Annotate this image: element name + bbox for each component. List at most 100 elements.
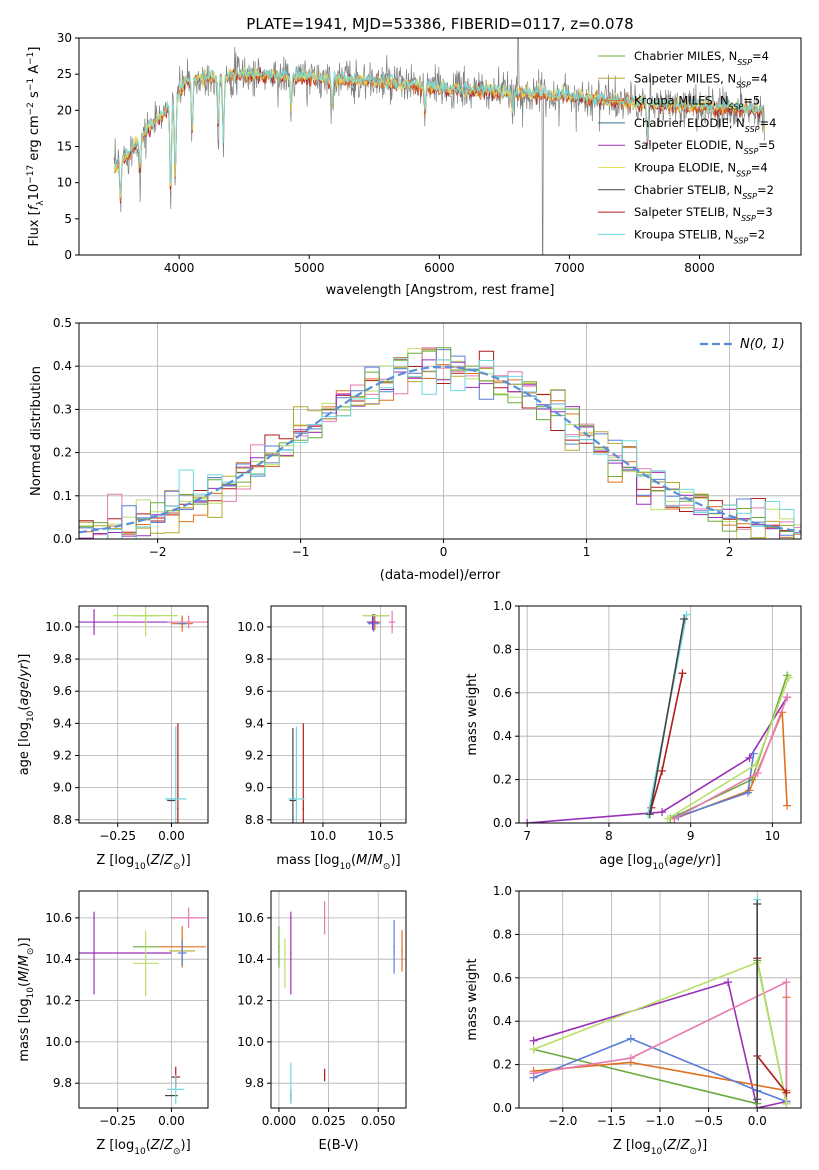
data-point (144, 614, 147, 617)
label-part: Flux [ (27, 210, 42, 246)
label-part: )] (711, 853, 721, 868)
y-tick-label: 0.0 (53, 532, 72, 546)
y-tick-label: 20 (57, 103, 72, 117)
legend-sub: SSP (729, 102, 744, 111)
label-part: −1 (26, 52, 36, 65)
y-tick-label: 10.0 (237, 620, 264, 634)
legend-sub: SSP (734, 236, 749, 245)
histogram-steps (79, 359, 801, 539)
axes-mass-vs-ebv: 0.000 0.025 0.050 9.8 10.0 10.2 10.4 10.6 E(B-V) (237, 890, 407, 1153)
legend-text: Salpeter STELIB, N (634, 205, 741, 219)
x-tick-label: 0.0 (748, 1114, 767, 1128)
label-part: Z [log (613, 1138, 651, 1153)
x-tick-label: 7000 (554, 261, 585, 275)
legend-suffix: =5 (743, 94, 760, 108)
label-part: ( (664, 853, 669, 868)
y-tick-label: 0 (64, 248, 72, 262)
x-tick-label: −2.0 (548, 1114, 577, 1128)
x-tick-label: −1.0 (645, 1114, 674, 1128)
y-tick-label: 9.8 (53, 652, 72, 666)
label-part: ( (146, 1138, 151, 1153)
weight-series (673, 696, 788, 820)
histogram-steps (79, 348, 801, 539)
x-tick-label: −2 (149, 545, 167, 559)
weight-series (527, 696, 788, 823)
label-part: Z (680, 1138, 691, 1153)
label-part: )] (181, 1138, 191, 1153)
y-tick-label: 0.2 (493, 773, 512, 787)
weight-marker (782, 978, 791, 987)
x-axis-label: Z [log10(Z/Z⊙)] (96, 1138, 190, 1157)
weight-marker (753, 769, 762, 778)
legend-sub: SSP (736, 80, 751, 89)
axes-frame (518, 605, 802, 824)
y-tick-label: 9.4 (245, 716, 264, 730)
label-part: erg cm (27, 115, 42, 164)
x-tick-label: 10 (765, 829, 780, 843)
y-tick-label: 10 (57, 176, 72, 190)
label-part: −2 (26, 102, 36, 115)
data-point (170, 799, 173, 802)
label-part: )] (181, 853, 191, 868)
y-tick-label: 0.1 (53, 489, 72, 503)
label-part: ⊙ (173, 862, 181, 872)
label-part: Z (150, 1138, 161, 1153)
data-point (177, 807, 179, 810)
x-tick-label: 0.025 (311, 1114, 345, 1128)
label-part: M (17, 955, 32, 966)
weight-marker (663, 814, 672, 823)
weight-marker (784, 673, 793, 682)
weight-marker (783, 693, 792, 702)
x-tick-label: 1 (583, 545, 591, 559)
label-part: Z [log (96, 1138, 134, 1153)
label-part: ( (17, 706, 32, 711)
y-tick-label: 10.0 (45, 1035, 72, 1049)
y-tick-label: 9.2 (53, 748, 72, 762)
legend-sub: SSP (742, 191, 757, 200)
plot-area-age-vs-mass (288, 610, 396, 823)
x-tick-label: 6000 (424, 261, 455, 275)
axes-age-vs-mass: 10.0 10.5 8.8 9.0 9.2 9.4 9.6 9.8 10.0 mass [log1… (237, 605, 407, 872)
y-tick-label: 0.0 (493, 816, 512, 830)
weight-marker (753, 1095, 762, 1104)
weight-marker (529, 1069, 538, 1078)
y-tick-label: 0.8 (493, 927, 512, 941)
label-part: mass [log (276, 853, 339, 868)
x-tick-label: 0.050 (361, 1114, 395, 1128)
x-tick-label: −0.25 (99, 1114, 136, 1128)
label-part: f (27, 203, 42, 210)
axes-spectrum: 4000 5000 6000 7000 8000 0 5 10 15 20 25 30 waveleng… (26, 31, 802, 298)
y-axis-label: mass weight (465, 958, 480, 1040)
label-part: Z (163, 853, 174, 868)
x-tick-label: 8000 (684, 261, 715, 275)
x-tick-label: 9 (687, 829, 695, 843)
x-tick-label: −0.25 (99, 829, 136, 843)
weight-series (649, 618, 685, 815)
y-tick-label: 10.0 (45, 620, 72, 634)
label-part: )] (697, 1138, 707, 1153)
y-tick-label: 9.8 (53, 1076, 72, 1090)
histogram-steps (79, 357, 801, 539)
legend-suffix: =4 (760, 116, 777, 130)
label-part: )] (17, 654, 32, 664)
y-tick-label: 5 (64, 212, 72, 226)
legend-text: Salpeter MILES, N (634, 71, 736, 85)
label-part: / (693, 853, 698, 868)
normal-curve (79, 365, 801, 534)
y-tick-label: 1.0 (493, 884, 512, 898)
axes-mass-vs-Z: −0.25 0.009.810.010.210.410.6Z [log10(Z/Z… (17, 890, 209, 1157)
weight-marker (782, 1099, 791, 1108)
weight-marker (783, 671, 792, 680)
label-part: λ (36, 200, 46, 206)
label-part: / (160, 853, 165, 868)
weight-marker (658, 808, 667, 817)
label-part: ( (662, 1138, 667, 1153)
y-tick-label: 9.0 (53, 781, 72, 795)
axes-age-vs-Z: −0.25 0.008.89.09.29.49.69.810.0Z [log10(… (17, 605, 209, 872)
legend-text: Chabrier STELIB, N (634, 183, 742, 197)
x-tick-label: 0.00 (158, 829, 185, 843)
data-point (93, 952, 95, 954)
